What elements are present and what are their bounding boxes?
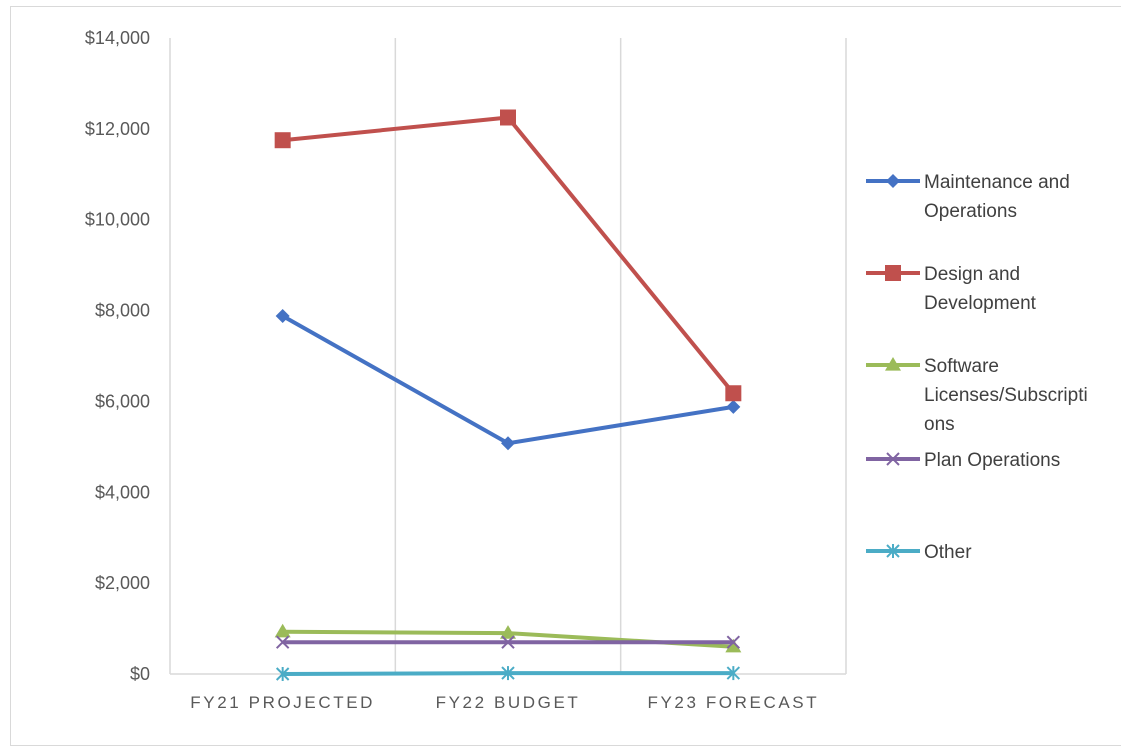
legend-item-1: Maintenance and Operations xyxy=(866,172,1070,222)
legend-label: Operations xyxy=(924,201,1017,222)
series-4 xyxy=(275,635,741,649)
legend-label: Software xyxy=(924,356,999,377)
star-marker xyxy=(886,544,900,558)
legend-label: Development xyxy=(924,293,1037,314)
triangle-marker xyxy=(274,623,291,638)
diamond-marker xyxy=(275,309,290,324)
legend-item-2: Design and Development xyxy=(866,264,1037,314)
square-marker xyxy=(885,265,901,281)
series-1 xyxy=(275,309,741,451)
x-marker-stroke xyxy=(886,452,900,466)
x-marker xyxy=(275,635,290,649)
x-marker-stroke xyxy=(726,635,741,649)
triangle-marker xyxy=(885,357,901,371)
series-2 xyxy=(274,109,742,402)
diamond-marker xyxy=(886,174,900,188)
legend: Maintenance and Operations Design and Devel… xyxy=(866,172,1088,563)
x-marker-stroke xyxy=(501,635,515,649)
y-tick-label: $4,000 xyxy=(95,482,150,502)
gridlines xyxy=(169,38,847,674)
chart-frame xyxy=(10,6,1121,746)
square-marker xyxy=(500,109,516,126)
legend-label: Maintenance and xyxy=(924,172,1070,193)
square-marker xyxy=(725,385,742,402)
square-marker xyxy=(274,132,291,149)
y-tick-label: $10,000 xyxy=(85,210,150,230)
y-tick-label: $0 xyxy=(130,664,150,684)
y-tick-label: $2,000 xyxy=(95,573,150,593)
x-category-label: FY22 BUDGET xyxy=(436,693,581,712)
x-category-label: FY21 PROJECTED xyxy=(190,693,375,712)
x-marker-stroke xyxy=(275,635,290,649)
diamond-marker xyxy=(726,399,741,414)
y-tick-label: $14,000 xyxy=(85,28,150,48)
diamond-marker xyxy=(501,436,515,451)
star-marker xyxy=(501,666,515,681)
star-marker xyxy=(275,667,290,681)
legend-label: Other xyxy=(924,542,972,563)
x-marker xyxy=(501,635,515,649)
legend-label: Plan Operations xyxy=(924,450,1060,471)
series-3 xyxy=(274,623,742,653)
series-5 xyxy=(275,666,741,681)
legend-item-3: Software Licenses/Subscripti ons xyxy=(866,356,1088,435)
y-tick-label: $12,000 xyxy=(85,119,150,139)
x-marker xyxy=(726,635,741,649)
legend-item-4: Plan Operations xyxy=(866,450,1060,471)
star-marker xyxy=(726,666,741,681)
x-category-label: FY23 FORECAST xyxy=(647,693,819,712)
legend-item-5: Other xyxy=(866,542,972,563)
series-line xyxy=(281,314,734,446)
legend-label: Design and xyxy=(924,264,1020,285)
x-marker xyxy=(886,452,900,466)
legend-label: Licenses/Subscripti xyxy=(924,385,1088,406)
axes: $0 $2,000 $4,000 $6,000 $8,000 $10,000 $12,000… xyxy=(85,28,846,712)
legend-label: ons xyxy=(924,414,955,435)
triangle-marker xyxy=(500,625,516,639)
series-lines xyxy=(274,109,742,681)
triangle-marker xyxy=(725,638,742,653)
y-tick-label: $6,000 xyxy=(95,391,150,411)
y-tick-label: $8,000 xyxy=(95,301,150,321)
